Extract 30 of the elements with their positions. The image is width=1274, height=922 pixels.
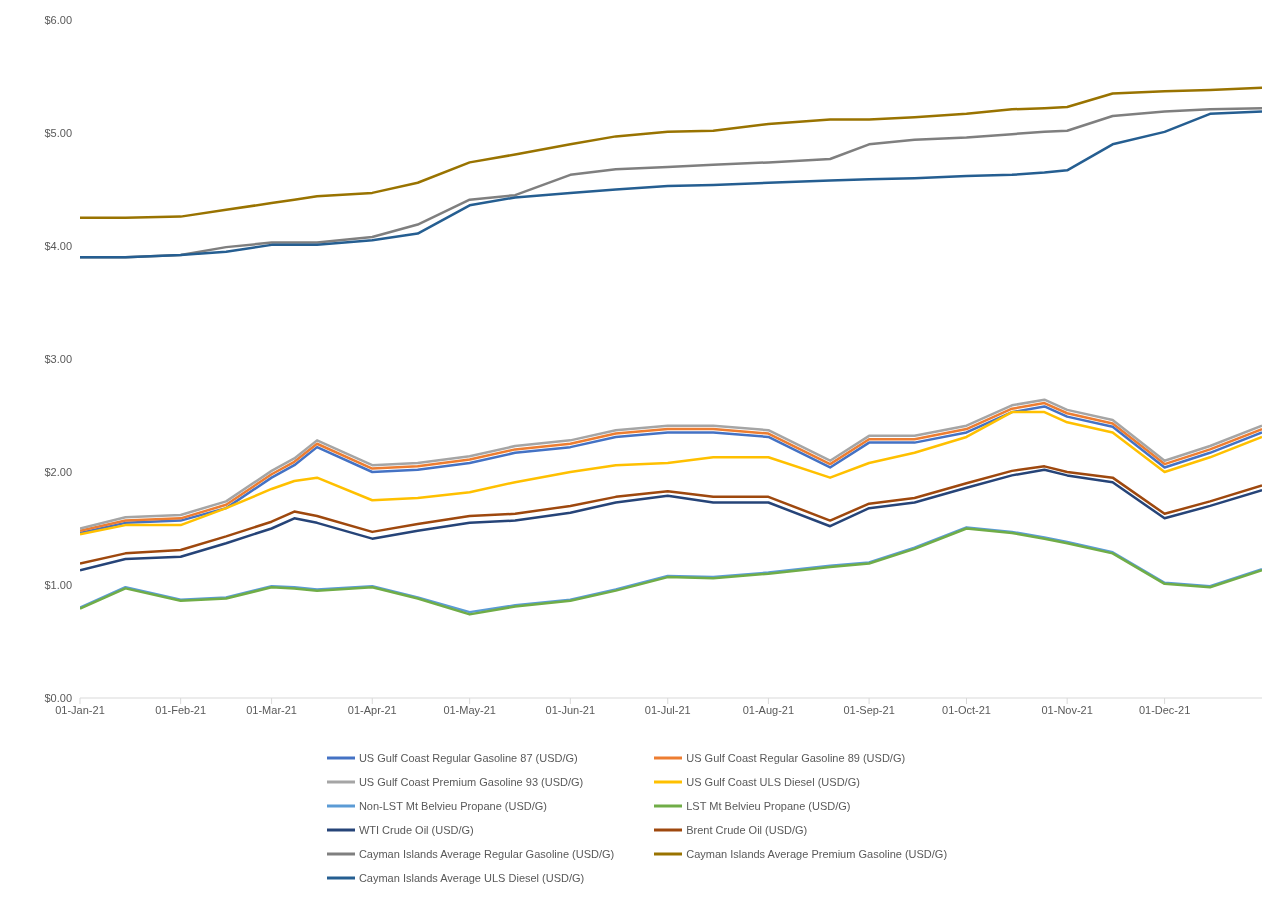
y-tick-label: $6.00 xyxy=(44,13,72,26)
x-tick-label: 01-Aug-21 xyxy=(742,703,795,716)
legend-label: US Gulf Coast Regular Gasoline 87 (USD/G) xyxy=(358,752,578,764)
x-tick-label: 01-Dec-21 xyxy=(1138,703,1191,716)
x-tick-label: 01-May-21 xyxy=(443,703,496,716)
y-tick-label: $2.00 xyxy=(44,465,72,478)
x-tick-label: 01-Jun-21 xyxy=(545,703,596,716)
x-tick-label: 01-Jan-21 xyxy=(55,703,105,716)
y-tick-label: $3.00 xyxy=(44,352,72,365)
x-tick-label: 01-Oct-21 xyxy=(942,703,991,716)
x-tick-label: 01-Apr-21 xyxy=(347,703,397,716)
legend-label: US Gulf Coast Premium Gasoline 93 (USD/G) xyxy=(358,776,584,788)
x-tick-label: 01-Nov-21 xyxy=(1041,703,1093,716)
legend-label: US Gulf Coast ULS Diesel (USD/G) xyxy=(686,776,860,788)
legend-label: LST Mt Belvieu Propane (USD/G) xyxy=(686,800,851,812)
legend-label: WTI Crude Oil (USD/G) xyxy=(358,824,474,836)
y-tick-label: $0.00 xyxy=(44,691,72,704)
legend-label: Cayman Islands Average ULS Diesel (USD/G) xyxy=(358,872,585,884)
legend-label: Brent Crude Oil (USD/G) xyxy=(686,824,808,836)
y-tick-label: $1.00 xyxy=(44,578,72,591)
legend-label: Non-LST Mt Belvieu Propane (USD/G) xyxy=(358,800,547,812)
x-tick-label: 01-Jul-21 xyxy=(644,703,691,716)
x-tick-label: 01-Feb-21 xyxy=(155,703,207,716)
x-tick-label: 01-Sep-21 xyxy=(843,703,895,716)
x-tick-label: 01-Mar-21 xyxy=(246,703,297,716)
y-tick-label: $4.00 xyxy=(44,239,72,252)
legend-label: US Gulf Coast Regular Gasoline 89 (USD/G) xyxy=(686,752,906,764)
y-tick-label: $5.00 xyxy=(44,126,72,139)
legend-label: Cayman Islands Average Regular Gasoline (USD/G) xyxy=(358,848,615,860)
legend-label: Cayman Islands Average Premium Gasoline (USD/G) xyxy=(686,848,948,860)
